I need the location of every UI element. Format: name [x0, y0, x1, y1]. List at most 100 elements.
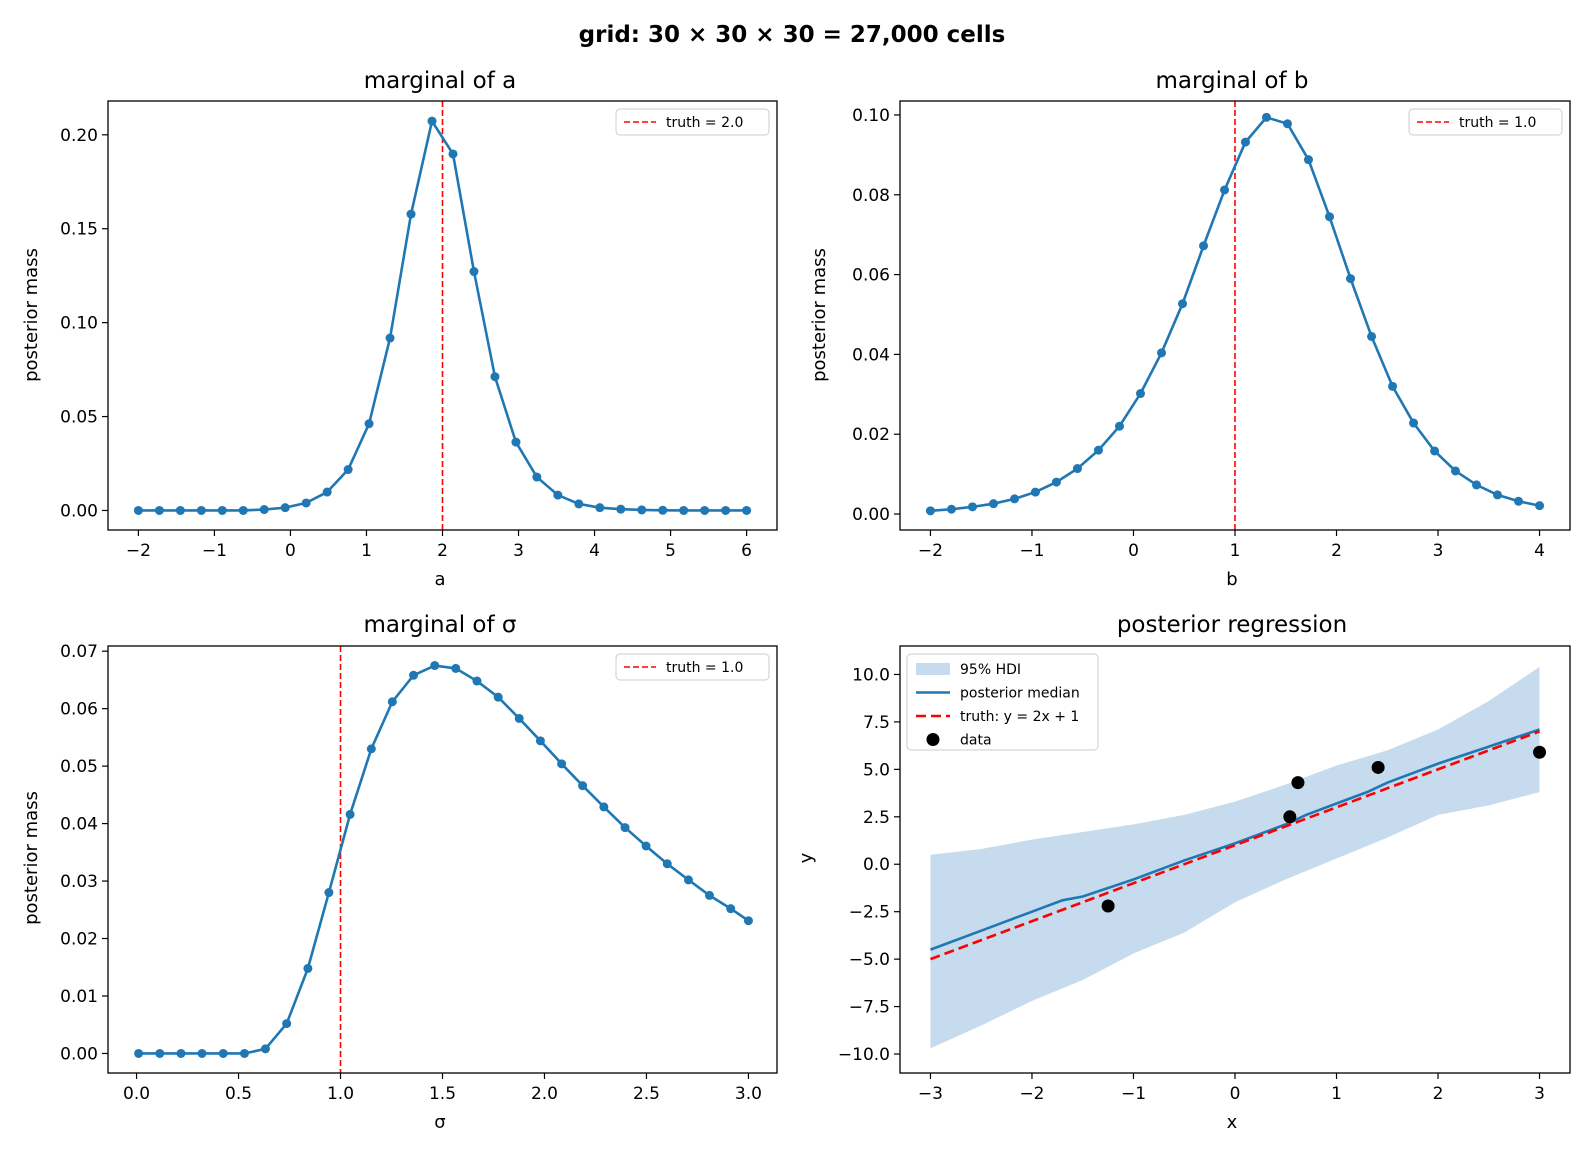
data-point: [658, 505, 668, 515]
x-tick-label: −1: [1019, 541, 1044, 561]
y-tick-label: 0.02: [852, 425, 890, 445]
x-tick-label: −1: [202, 541, 227, 561]
y-tick-label: 0.05: [60, 408, 98, 428]
legend-label: posterior median: [960, 686, 1080, 702]
y-axis-label: posterior mass: [809, 248, 830, 382]
data-point: [280, 503, 290, 513]
data-point: [1282, 119, 1292, 129]
data-point: [427, 116, 437, 126]
y-tick-label: 0.15: [60, 220, 98, 240]
x-tick-label: 0.5: [225, 1084, 252, 1104]
x-axis-label: b: [1226, 569, 1237, 590]
legend: truth = 2.0: [615, 108, 770, 136]
y-tick-label: 0.04: [60, 815, 98, 835]
data-point: [1371, 760, 1385, 774]
data-point: [1346, 274, 1356, 284]
x-tick-label: −1: [1121, 1084, 1146, 1104]
data-point: [1051, 477, 1061, 487]
y-tick-label: 0.06: [60, 700, 98, 720]
data-point: [925, 506, 935, 516]
data-point: [493, 692, 503, 702]
x-tick-label: 1.5: [429, 1084, 456, 1104]
legend-swatch-hdi: [916, 663, 950, 675]
data-point: [574, 499, 584, 509]
x-tick-label: −2: [918, 541, 943, 561]
y-tick-label: −2.5: [849, 903, 890, 923]
x-tick-label: 2: [1331, 541, 1342, 561]
data-point: [197, 1048, 207, 1058]
y-tick-label: 0.0: [863, 855, 890, 875]
data-point: [967, 502, 977, 512]
data-point: [1303, 155, 1313, 165]
data-point: [704, 890, 714, 900]
y-tick-label: −10.0: [838, 1045, 890, 1065]
data-point: [345, 809, 355, 819]
data-point: [387, 697, 397, 707]
data-point: [217, 505, 227, 515]
data-point: [1030, 487, 1040, 497]
y-tick-label: 0.00: [60, 1044, 98, 1064]
x-tick-label: 0: [1230, 1084, 1241, 1104]
data-point: [154, 505, 164, 515]
legend: truth = 1.0: [1408, 108, 1563, 136]
x-axis-label: x: [1227, 1112, 1238, 1133]
y-tick-label: −5.0: [849, 950, 890, 970]
data-point: [1135, 389, 1145, 399]
plot-area: 0.0 0.5 1.0 1.5 2.0 2.5 3.0 0.00 0.01 0.02 0.03 0.0…: [60, 642, 778, 1104]
data-point: [366, 744, 376, 754]
data-point: [535, 736, 545, 746]
y-tick-label: 0.00: [60, 501, 98, 521]
legend: truth = 1.0: [615, 653, 770, 681]
y-tick-label: −7.5: [849, 998, 890, 1018]
x-axis-label: σ: [434, 1112, 445, 1133]
posterior-median-line: [929, 728, 1540, 951]
data-point: [1283, 810, 1297, 824]
x-tick-label: 1: [1230, 541, 1241, 561]
data-point: [196, 505, 206, 515]
data-point: [1157, 348, 1167, 358]
data-point: [448, 149, 458, 159]
x-tick-label: 0: [285, 541, 296, 561]
y-tick-label: 10.0: [852, 665, 890, 685]
hdi-band: [930, 666, 1540, 1049]
x-tick-label: 5: [665, 541, 676, 561]
data-point: [743, 916, 753, 926]
x-tick-label: 2: [437, 541, 448, 561]
x-tick-label: 0.0: [123, 1084, 150, 1104]
legend-frame: [906, 653, 1099, 751]
data-point: [1240, 137, 1250, 147]
data-point: [679, 505, 689, 515]
data-point: [511, 437, 521, 447]
data-point: [385, 333, 395, 343]
panel-title: marginal of a: [364, 68, 517, 94]
data-point: [259, 505, 269, 515]
data-point: [301, 498, 311, 508]
legend-label: truth = 1.0: [666, 660, 743, 676]
legend-frame: [615, 653, 770, 681]
data-point: [260, 1044, 270, 1054]
data-point: [662, 859, 672, 869]
data-point: [1101, 899, 1115, 913]
data-point: [1472, 480, 1482, 490]
data-point: [175, 505, 185, 515]
data-point: [322, 487, 332, 497]
data-point: [134, 1048, 144, 1058]
data-point: [1533, 745, 1547, 759]
data-point: [683, 875, 693, 885]
data-point: [726, 904, 736, 914]
figure-suptitle: grid: 30 × 30 × 30 = 27,000 cells: [579, 22, 1006, 48]
y-tick-label: 7.5: [863, 713, 890, 733]
plot-content: [138, 646, 750, 1073]
data-point: [637, 505, 647, 515]
y-axis-label: posterior mass: [21, 248, 42, 382]
plot-area: −2 −1 0 1 2 3 4 0.00 0.02 0.04 0.06 0.08 0.10 truth =…: [852, 100, 1571, 561]
panel-posterior-regression: posterior regression −3 −2 −1 0 1 2 3 −10.0 −7.5…: [796, 612, 1571, 1133]
axes-frame: [107, 645, 778, 1074]
panel-marginal-sigma: marginal of σ 0.0 0.5 1.0 1.5 2.0 2.5 3.00.000…: [21, 612, 778, 1133]
x-tick-label: 1.0: [327, 1084, 354, 1104]
x-tick-label: 2: [1433, 1084, 1444, 1104]
legend-frame: [1408, 108, 1563, 136]
data-point: [946, 504, 956, 514]
data-point: [616, 504, 626, 514]
y-tick-label: 0.05: [60, 757, 98, 777]
